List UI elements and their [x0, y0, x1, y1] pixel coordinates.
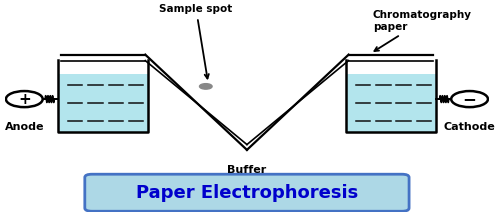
- Text: Cathode: Cathode: [444, 122, 496, 132]
- Text: −: −: [462, 90, 476, 108]
- Text: Anode: Anode: [4, 122, 44, 132]
- Text: +: +: [18, 92, 30, 106]
- Text: Chromatography
paper: Chromatography paper: [373, 10, 472, 51]
- Circle shape: [200, 84, 212, 89]
- Text: Sample spot: Sample spot: [160, 4, 232, 78]
- FancyBboxPatch shape: [85, 174, 409, 211]
- Bar: [346, 74, 436, 132]
- Text: Buffer: Buffer: [228, 165, 266, 175]
- Text: Paper Electrophoresis: Paper Electrophoresis: [136, 184, 358, 202]
- Bar: [58, 74, 148, 132]
